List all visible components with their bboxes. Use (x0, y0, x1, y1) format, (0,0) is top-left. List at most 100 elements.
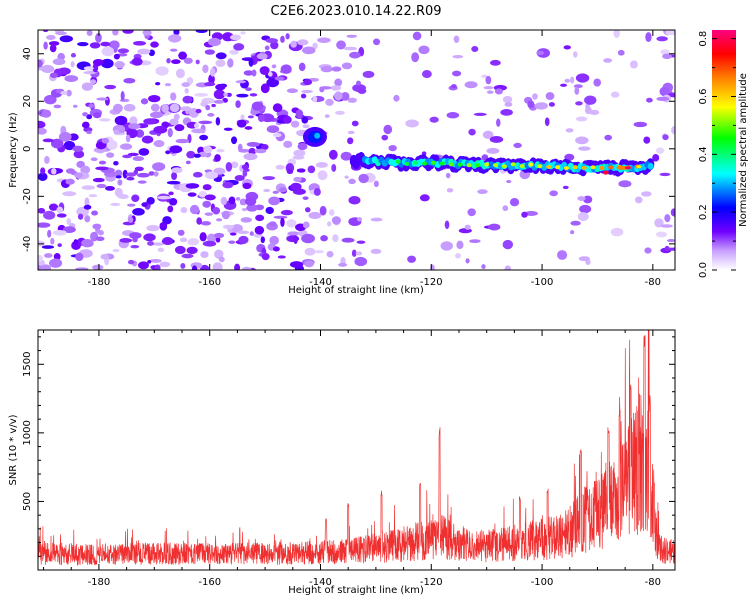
snr-x-tick-label: -180 (88, 577, 111, 588)
heatmap-noise-blob (254, 225, 265, 235)
heatmap-noise-blob (200, 264, 210, 270)
heatmap-noise-blob (62, 226, 76, 233)
heatmap-noise-blob (287, 231, 300, 236)
heatmap-noise-blob (429, 116, 439, 123)
heatmap-noise-blob (213, 99, 225, 104)
heatmap-ridge-core (493, 163, 499, 168)
heatmap-noise-blob (131, 194, 140, 202)
heatmap-noise-blob (86, 30, 93, 37)
heatmap-noise-blob (261, 253, 270, 261)
heatmap-noise-blob (214, 154, 221, 162)
heatmap-noise-blob (313, 188, 321, 196)
heatmap-noise-blob (500, 109, 513, 116)
heatmap-noise-blob (297, 39, 309, 46)
heatmap-noise-blob (450, 84, 457, 89)
heatmap-noise-blob (577, 212, 589, 221)
heatmap-noise-blob (212, 206, 221, 215)
heatmap-noise-blob (317, 170, 328, 181)
heatmap-noise-blob (77, 213, 84, 220)
heatmap-noise-blob (290, 40, 297, 48)
heatmap-noise-blob (486, 147, 500, 154)
heatmap-noise-blob (125, 172, 137, 177)
heatmap-noise-blob (148, 171, 155, 176)
heatmap-noise-blob (536, 50, 544, 56)
heatmap-ridge-core (475, 163, 481, 168)
heatmap-y-tick-label: -20 (22, 188, 33, 204)
heatmap-noise-blob (668, 247, 675, 251)
heatmap-noise-blob (330, 85, 342, 91)
heatmap-ridge (647, 162, 654, 170)
heatmap-noise-blob (202, 64, 209, 74)
heatmap-noise-blob (51, 168, 57, 175)
heatmap-noise-blob (184, 88, 189, 94)
snr-x-tick-label: -140 (309, 577, 332, 588)
heatmap-noise-blob (362, 70, 375, 78)
heatmap-noise-blob (271, 64, 277, 69)
heatmap-noise-blob (280, 64, 292, 74)
heatmap-noise-blob (656, 96, 670, 101)
heatmap-noise-blob (122, 154, 132, 159)
heatmap-noise-blob (575, 136, 589, 145)
heatmap-noise-blob (273, 215, 288, 219)
heatmap-noise-blob (247, 115, 254, 119)
heatmap-noise-blob (91, 210, 98, 216)
heatmap-noise-blob (137, 48, 151, 55)
heatmap-noise-blob (264, 45, 270, 51)
heatmap-noise-blob (666, 239, 675, 243)
heatmap-noise-blob (446, 111, 460, 119)
heatmap-noise-blob (304, 247, 316, 256)
heatmap-noise-blob (132, 156, 145, 162)
heatmap-noise-blob (604, 134, 612, 141)
heatmap-ridge-core (430, 160, 436, 165)
heatmap-noise-blob (240, 114, 245, 120)
heatmap-noise-blob (101, 137, 110, 144)
heatmap-noise-blob (193, 123, 200, 129)
heatmap-noise-blob (106, 152, 115, 158)
heatmap-ridge-core (404, 161, 410, 166)
heatmap-noise-blob (166, 180, 181, 185)
heatmap-noise-blob (243, 70, 254, 76)
heatmap-noise-blob (93, 112, 102, 119)
heatmap-noise-blob (381, 134, 389, 141)
heatmap-noise-blob (64, 75, 79, 82)
heatmap-noise-blob (357, 88, 367, 94)
heatmap-noise-blob (235, 100, 241, 109)
heatmap-noise-blob (168, 198, 178, 206)
heatmap-noise-blob (150, 111, 164, 119)
snr-x-tick-label: -80 (645, 577, 661, 588)
heatmap-noise-blob (38, 207, 46, 214)
heatmap-noise-blob (297, 168, 306, 173)
heatmap-noise-blob (336, 40, 346, 50)
heatmap-noise-blob (161, 103, 169, 113)
heatmap-noise-blob (230, 34, 242, 41)
heatmap-noise-blob (573, 84, 583, 89)
heatmap-noise-blob (331, 163, 337, 172)
heatmap-noise-blob (286, 169, 294, 175)
heatmap-ridge-core (448, 162, 454, 167)
heatmap-x-tick-label: -180 (88, 277, 111, 288)
heatmap-noise-blob (48, 41, 60, 46)
heatmap-noise-blob (66, 89, 72, 97)
heatmap-noise-blob (652, 154, 660, 162)
heatmap-noise-blob (170, 48, 178, 52)
heatmap-noise-blob (275, 164, 285, 170)
heatmap-noise-blob (48, 258, 63, 268)
heatmap-noise-blob (198, 190, 208, 198)
heatmap-noise-blob (618, 180, 632, 188)
heatmap-noise-blob (293, 176, 302, 182)
heatmap-noise-blob (334, 78, 343, 87)
heatmap-noise-blob (654, 218, 664, 228)
heatmap-noise-blob (563, 45, 571, 50)
heatmap-noise-blob (290, 182, 302, 191)
heatmap-noise-blob (153, 171, 159, 177)
heatmap-noise-blob (162, 216, 172, 225)
heatmap-noise-blob (629, 60, 638, 69)
heatmap-y-axis: -40 -20 0 20 40 (22, 47, 675, 252)
heatmap-noise-blob (383, 124, 393, 135)
heatmap-noise-blob (73, 150, 85, 159)
snr-y-tick-label: 500 (22, 492, 33, 511)
heatmap-noise-blob (282, 115, 292, 124)
heatmap-noise-blob (237, 143, 243, 152)
heatmap-noise-blob (544, 117, 550, 127)
